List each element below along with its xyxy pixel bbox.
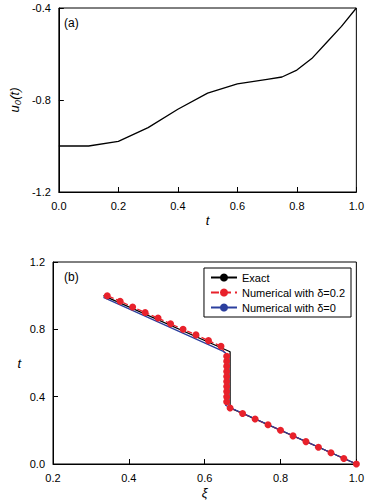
svg-text:0.4: 0.4: [170, 200, 185, 212]
svg-text:0.8: 0.8: [289, 200, 304, 212]
svg-text:1.0: 1.0: [349, 200, 364, 212]
svg-text:u₀(t): u₀(t): [7, 88, 22, 113]
svg-text:ξ: ξ: [202, 485, 209, 500]
svg-text:0.0: 0.0: [51, 200, 66, 212]
svg-text:Exact: Exact: [242, 272, 270, 284]
svg-text:-0.8: -0.8: [32, 94, 51, 106]
svg-text:0.8: 0.8: [30, 323, 45, 335]
svg-text:0.0: 0.0: [30, 458, 45, 470]
svg-text:0.4: 0.4: [121, 472, 136, 484]
svg-text:1.0: 1.0: [349, 472, 364, 484]
svg-text:1.2: 1.2: [30, 256, 45, 268]
svg-text:0.2: 0.2: [111, 200, 126, 212]
svg-text:0.8: 0.8: [273, 472, 288, 484]
svg-text:-1.2: -1.2: [32, 186, 51, 198]
svg-text:0.6: 0.6: [197, 472, 212, 484]
svg-text:0.6: 0.6: [230, 200, 245, 212]
svg-text:t: t: [17, 356, 22, 371]
svg-text:-0.4: -0.4: [32, 2, 51, 14]
svg-text:Numerical with δ=0.2: Numerical with δ=0.2: [242, 287, 345, 299]
svg-text:t: t: [206, 213, 211, 228]
svg-text:Numerical with δ=0: Numerical with δ=0: [242, 302, 336, 314]
svg-text:(b): (b): [64, 270, 79, 284]
svg-text:0.4: 0.4: [30, 391, 45, 403]
svg-text:0.2: 0.2: [45, 472, 60, 484]
svg-text:(a): (a): [64, 16, 79, 30]
